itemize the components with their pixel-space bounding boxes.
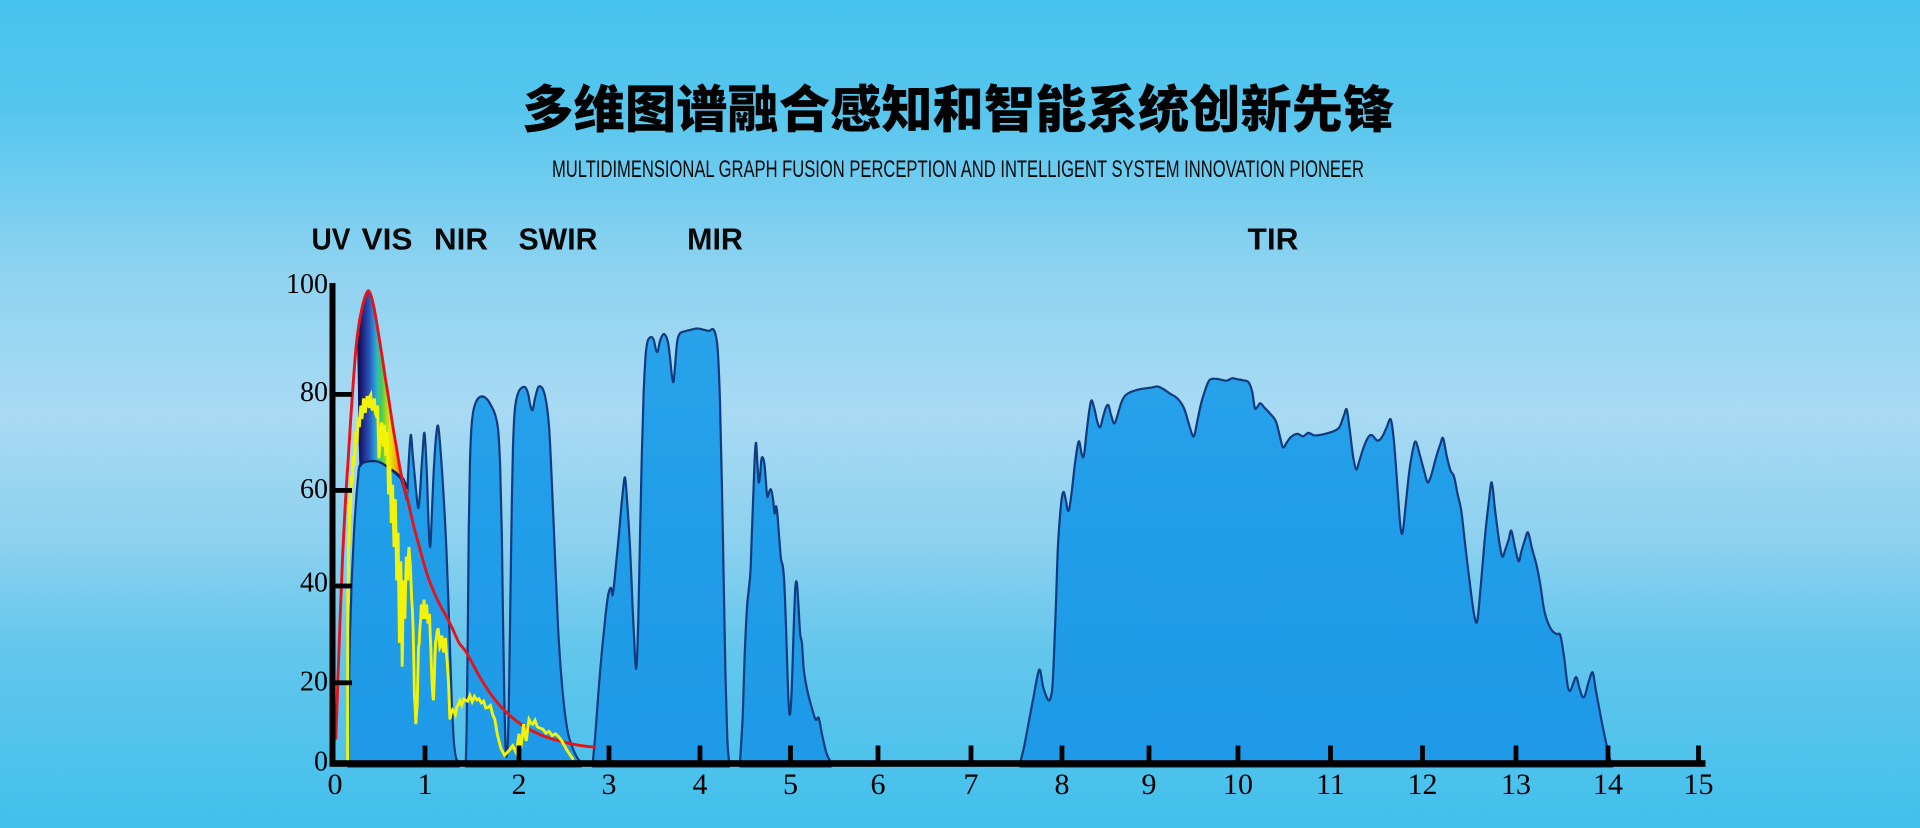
svg-text:0: 0 [328, 768, 343, 801]
svg-text:4: 4 [693, 768, 708, 801]
svg-text:60: 60 [300, 474, 328, 505]
svg-text:80: 80 [300, 377, 328, 408]
svg-text:3: 3 [602, 768, 617, 801]
svg-text:8: 8 [1055, 768, 1070, 801]
svg-text:100: 100 [286, 269, 328, 300]
svg-text:11: 11 [1316, 768, 1345, 801]
svg-text:12: 12 [1408, 768, 1438, 801]
svg-text:NIR: NIR [434, 222, 488, 257]
svg-text:9: 9 [1142, 768, 1157, 801]
svg-text:10: 10 [1223, 768, 1253, 801]
svg-text:13: 13 [1501, 768, 1531, 801]
svg-text:UV: UV [312, 222, 351, 257]
svg-text:MULTIDIMENSIONAL GRAPH FUSION: MULTIDIMENSIONAL GRAPH FUSION PERCEPTION… [552, 156, 1364, 183]
svg-text:TIR: TIR [1248, 222, 1299, 257]
svg-text:5: 5 [783, 768, 798, 801]
svg-text:MIR: MIR [687, 222, 743, 257]
svg-text:20: 20 [300, 667, 328, 698]
svg-text:6: 6 [871, 768, 886, 801]
svg-text:40: 40 [300, 568, 328, 599]
svg-text:0: 0 [314, 747, 328, 778]
svg-text:15: 15 [1684, 768, 1714, 801]
svg-text:7: 7 [964, 768, 979, 801]
svg-text:VIS: VIS [362, 222, 413, 257]
svg-text:SWIR: SWIR [519, 222, 598, 257]
svg-text:2: 2 [512, 768, 527, 801]
svg-text:14: 14 [1593, 768, 1623, 801]
svg-text:1: 1 [418, 768, 433, 801]
